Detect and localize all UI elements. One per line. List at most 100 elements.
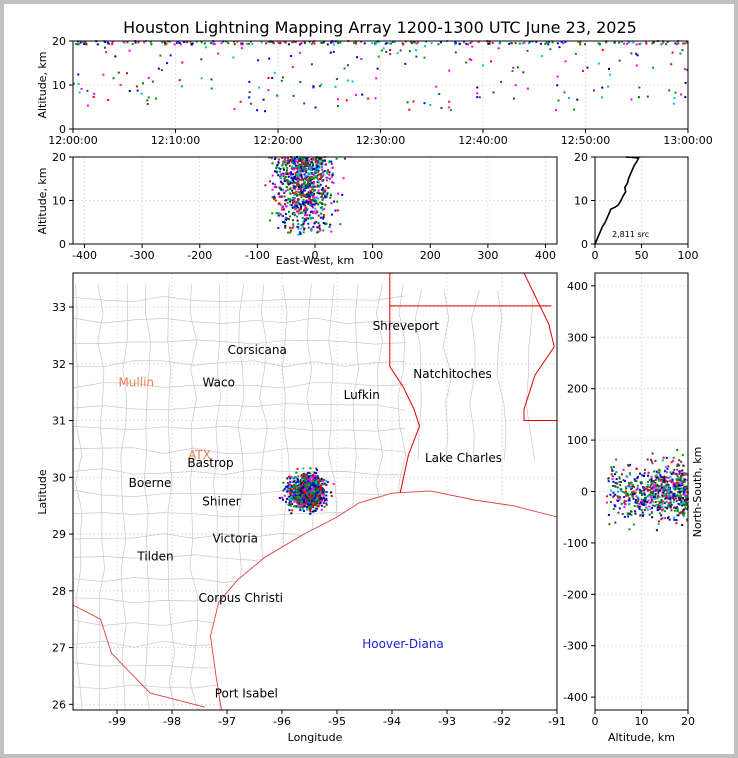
source-point: [668, 89, 671, 92]
source-point: [302, 202, 304, 205]
eastwest-tick-label: -200: [187, 249, 212, 262]
source-point: [315, 210, 318, 212]
source-point: [314, 159, 317, 162]
source-point: [601, 49, 604, 51]
source-point: [239, 100, 242, 103]
source-point: [641, 474, 644, 477]
source-point: [300, 224, 303, 227]
source-point: [644, 468, 646, 471]
source-point: [85, 43, 88, 46]
source-point: [663, 494, 666, 497]
source-point: [653, 470, 656, 473]
source-point: [311, 505, 314, 508]
source-point: [630, 52, 633, 55]
source-point: [682, 513, 685, 516]
source-point: [311, 186, 313, 189]
source-point: [653, 493, 656, 496]
source-point: [308, 486, 311, 489]
source-point: [411, 42, 414, 45]
source-point: [311, 478, 314, 481]
source-point: [650, 460, 653, 463]
source-point: [576, 98, 579, 101]
source-point: [233, 43, 236, 46]
source-point: [303, 204, 306, 207]
source-point: [646, 508, 649, 511]
source-point: [248, 80, 251, 83]
source-point: [280, 79, 283, 82]
source-point: [665, 484, 668, 487]
source-point: [663, 502, 666, 505]
source-point: [579, 41, 582, 44]
source-point: [286, 485, 289, 488]
source-point: [281, 208, 283, 211]
source-point: [291, 213, 294, 215]
source-point: [662, 480, 665, 483]
source-point: [299, 51, 302, 54]
source-point: [676, 464, 679, 467]
source-point: [681, 501, 684, 504]
source-point: [683, 504, 686, 506]
figure-frame: Houston Lightning Mapping Array 1200-130…: [4, 4, 734, 754]
source-point: [633, 505, 636, 507]
longitude-tick-label: -96: [273, 715, 291, 728]
source-point: [630, 485, 633, 488]
source-point: [665, 471, 668, 474]
source-point: [416, 41, 419, 44]
source-point: [318, 185, 321, 188]
source-point: [249, 40, 252, 43]
source-point: [302, 507, 305, 510]
source-point: [528, 40, 531, 43]
source-point: [547, 43, 550, 46]
source-point: [315, 200, 318, 203]
lma-figure: Houston Lightning Mapping Array 1200-130…: [36, 18, 713, 744]
source-point: [323, 190, 326, 193]
source-point: [620, 489, 623, 492]
source-point: [617, 511, 620, 514]
source-point: [429, 104, 432, 106]
source-point: [621, 512, 624, 515]
source-point: [684, 505, 687, 508]
source-point: [638, 488, 641, 491]
source-point: [294, 174, 297, 177]
latitude-tick-label: 29: [52, 528, 66, 541]
source-point: [295, 496, 298, 498]
source-point: [150, 43, 153, 46]
source-point: [322, 179, 325, 181]
source-point: [302, 193, 305, 196]
source-point: [314, 174, 317, 177]
source-point: [684, 96, 687, 99]
source-point: [96, 43, 99, 46]
source-point: [423, 102, 426, 105]
source-point: [640, 498, 643, 501]
source-point: [200, 41, 203, 44]
county-boundary: [72, 360, 406, 368]
x-axis-label: Altitude, km: [608, 731, 675, 744]
source-point: [312, 157, 315, 160]
source-point: [302, 157, 305, 160]
source-point: [584, 43, 587, 46]
source-point: [666, 467, 669, 470]
source-point: [663, 493, 666, 496]
county-boundary: [72, 468, 406, 476]
source-point: [204, 46, 207, 49]
source-point: [628, 503, 630, 506]
source-point: [490, 60, 493, 63]
source-point: [286, 497, 289, 500]
source-point: [311, 168, 314, 171]
source-point: [321, 483, 324, 486]
source-point: [669, 505, 672, 508]
source-point: [318, 495, 321, 498]
source-point: [314, 157, 317, 160]
source-point: [306, 207, 309, 210]
source-point: [655, 503, 658, 506]
source-point: [210, 42, 212, 45]
source-point: [77, 83, 80, 85]
source-point: [644, 500, 647, 503]
source-point: [279, 176, 282, 179]
source-point: [265, 42, 268, 45]
source-point: [510, 42, 513, 45]
source-point: [147, 76, 150, 79]
source-point: [287, 183, 290, 186]
source-point: [679, 477, 682, 480]
